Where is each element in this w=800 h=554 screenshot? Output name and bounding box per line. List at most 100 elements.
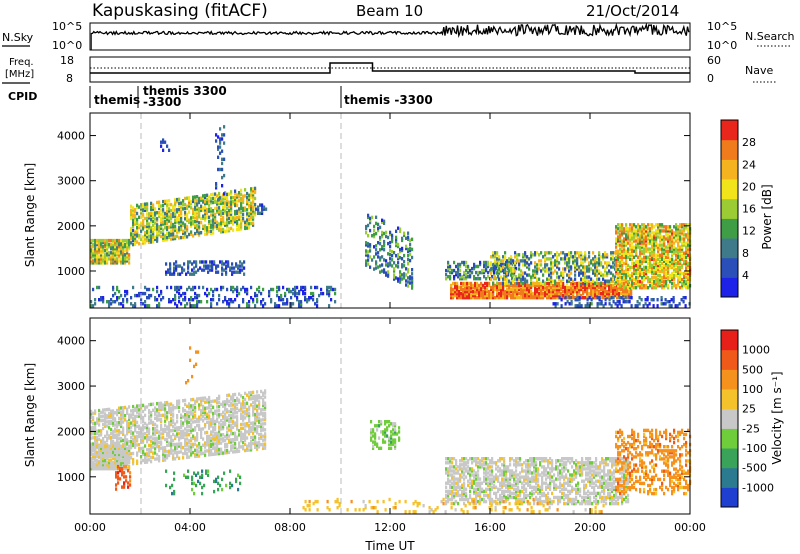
scatter-cell [136, 234, 139, 238]
scatter-cell [683, 225, 686, 229]
scatter-cell [514, 261, 517, 265]
scatter-cell [194, 291, 197, 296]
scatter-cell [193, 272, 196, 276]
scatter-cell [202, 415, 205, 419]
scatter-cell [169, 264, 172, 268]
scatter-cell [240, 196, 243, 201]
scatter-cell [182, 229, 185, 233]
scatter-cell [458, 285, 461, 290]
scatter-cell [102, 408, 105, 412]
scatter-cell [623, 253, 626, 257]
scatter-cell [564, 257, 567, 261]
scatter-cell [228, 220, 231, 225]
scatter-cell [122, 259, 125, 263]
scatter-cell [184, 206, 187, 211]
scatter-cell [200, 449, 203, 454]
scatter-cell [210, 399, 213, 404]
scatter-cell [520, 293, 523, 298]
scatter-cell [651, 269, 654, 274]
scatter-cell [604, 296, 607, 300]
scatter-cell [242, 208, 245, 213]
scatter-cell [381, 245, 384, 249]
scatter-cell [96, 251, 99, 255]
scatter-cell [562, 293, 565, 298]
scatter-cell [671, 282, 674, 286]
scatter-cell [222, 229, 225, 234]
scatter-cell [528, 289, 531, 294]
scatter-cell [528, 257, 531, 261]
scatter-cell [566, 287, 569, 292]
scatter-cell [156, 285, 159, 290]
scatter-cell [677, 247, 680, 251]
scatter-cell [173, 268, 176, 272]
scatter-cell [96, 257, 99, 261]
scatter-cell [280, 298, 283, 302]
scatter-cell [465, 268, 468, 273]
scatter-cell [216, 419, 219, 423]
scatter-cell [653, 265, 656, 270]
scatter-cell [594, 273, 597, 277]
scatter-cell [180, 436, 183, 440]
scatter-cell [118, 259, 121, 263]
scatter-cell [120, 439, 123, 443]
scatter-cell [389, 249, 392, 253]
scatter-cell [144, 285, 147, 290]
scatter-cell [560, 291, 563, 296]
scatter-cell [657, 243, 660, 247]
scatter-cell [195, 264, 198, 268]
scatter-cell [657, 227, 660, 231]
scatter-cell [96, 285, 99, 290]
scatter-cell [476, 296, 479, 300]
scatter-cell [204, 206, 207, 210]
scatter-cell [148, 403, 151, 407]
scatter-cell [218, 447, 221, 452]
scatter-cell [260, 302, 263, 306]
scatter-cell [594, 296, 597, 300]
scatter-cell [184, 223, 187, 227]
scatter-cell [401, 265, 404, 269]
scatter-cell [671, 286, 674, 290]
scatter-cell [122, 304, 125, 308]
scatter-cell [590, 259, 593, 263]
scatter-cell [530, 277, 533, 281]
scatter-cell [625, 227, 628, 231]
scatter-cell [532, 293, 535, 298]
scatter-cell [219, 151, 222, 155]
scatter-cell [202, 427, 205, 431]
scatter-cell [152, 229, 155, 234]
scatter-cell [465, 273, 468, 277]
scatter-cell [450, 283, 453, 288]
scatter-cell [570, 281, 573, 286]
scatter-cell [184, 235, 187, 239]
scatter-cell [180, 446, 183, 450]
scatter-cell [180, 205, 183, 209]
scatter-cell [92, 255, 95, 259]
scatter-cell [514, 296, 517, 300]
scatter-cell [470, 296, 473, 300]
scatter-cell [651, 223, 654, 227]
scatter-cell [184, 431, 187, 435]
scatter-cell [298, 304, 301, 308]
scatter-cell [216, 224, 219, 228]
scatter-cell [464, 285, 467, 290]
scatter-cell [314, 302, 317, 306]
scatter-cell [379, 264, 382, 268]
scatter-cell [224, 201, 227, 205]
scatter-cell [612, 296, 615, 300]
scatter-cell [142, 424, 145, 428]
scatter-cell [188, 410, 191, 414]
scatter-cell [243, 266, 246, 270]
scatter-cell [586, 291, 589, 296]
scatter-cell [306, 300, 309, 304]
scatter-cell [578, 298, 581, 302]
scatter-cell [116, 240, 119, 245]
scatter-cell [194, 205, 197, 209]
scatter-cell [140, 414, 143, 418]
scatter-cell [671, 243, 674, 247]
scatter-cell [120, 238, 123, 243]
scatter-cell [669, 273, 672, 278]
scatter-cell [631, 271, 634, 276]
scatter-cell [124, 405, 127, 410]
scatter-cell [216, 413, 219, 417]
